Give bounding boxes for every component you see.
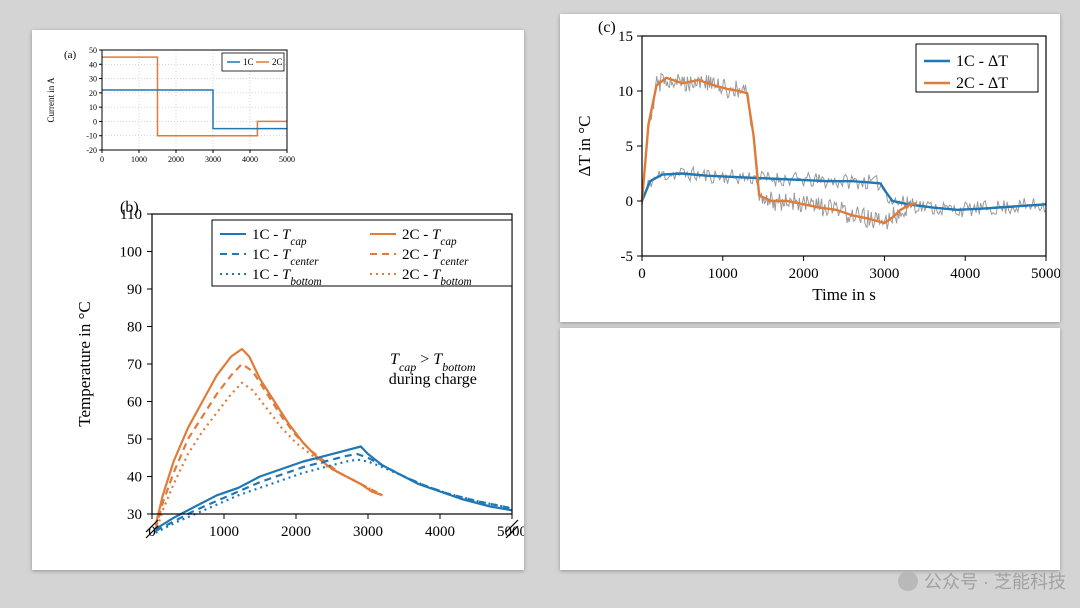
svg-text:5000: 5000 [1031, 266, 1060, 282]
chart-a: 0 1000 2000 3000 4000 5000 -20 -10 0 10 20 30 40 50 (a… [32, 30, 524, 200]
svg-text:-5: -5 [621, 249, 634, 265]
svg-text:0: 0 [100, 155, 104, 164]
svg-text:2000: 2000 [789, 266, 819, 282]
svg-text:-20: -20 [86, 146, 97, 155]
svg-text:(c): (c) [598, 19, 616, 36]
svg-text:4000: 4000 [950, 266, 980, 282]
svg-text:3000: 3000 [869, 266, 899, 282]
watermark: 公众号 · 芝能科技 [898, 568, 1066, 594]
svg-text:ΔT in °C: ΔT in °C [575, 116, 594, 177]
svg-text:90: 90 [127, 282, 142, 298]
svg-text:10: 10 [618, 84, 633, 100]
svg-text:4000: 4000 [242, 155, 258, 164]
svg-text:4000: 4000 [425, 524, 455, 540]
svg-text:70: 70 [127, 357, 142, 373]
svg-text:50: 50 [89, 46, 97, 55]
svg-text:100: 100 [120, 245, 143, 261]
svg-text:0: 0 [638, 266, 646, 282]
svg-text:80: 80 [127, 320, 142, 336]
svg-text:3000: 3000 [353, 524, 383, 540]
svg-text:2C: 2C [272, 57, 283, 67]
svg-text:-10: -10 [86, 132, 97, 141]
right-panel-bottom [560, 328, 1060, 570]
svg-text:30: 30 [127, 507, 142, 523]
chart-b: 0100020003000400050003040506070809010011… [32, 192, 524, 570]
svg-text:0: 0 [93, 117, 97, 126]
svg-text:1C - ΔT: 1C - ΔT [956, 53, 1008, 70]
svg-text:5000: 5000 [497, 524, 524, 540]
right-panel-top: 010002000300040005000-5051015Time in sΔT… [560, 14, 1060, 322]
svg-text:30: 30 [89, 75, 97, 84]
svg-text:15: 15 [618, 29, 633, 45]
svg-text:2000: 2000 [168, 155, 184, 164]
svg-text:5: 5 [626, 139, 634, 155]
svg-text:3000: 3000 [205, 155, 221, 164]
svg-text:40: 40 [127, 470, 142, 486]
chart-c: 010002000300040005000-5051015Time in sΔT… [560, 14, 1060, 322]
svg-text:50: 50 [127, 432, 142, 448]
svg-text:60: 60 [127, 395, 142, 411]
svg-text:2000: 2000 [281, 524, 311, 540]
wechat-icon [898, 571, 918, 591]
svg-text:20: 20 [89, 89, 97, 98]
left-panel: 0 1000 2000 3000 4000 5000 -20 -10 0 10 20 30 40 50 (a… [32, 30, 524, 570]
svg-text:0: 0 [626, 194, 634, 210]
svg-text:5000: 5000 [279, 155, 295, 164]
watermark-text: 公众号 · 芝能科技 [924, 568, 1066, 594]
svg-text:1000: 1000 [131, 155, 147, 164]
svg-text:Temperature in °C: Temperature in °C [75, 301, 94, 427]
svg-text:1000: 1000 [209, 524, 239, 540]
svg-text:(b): (b) [120, 199, 139, 216]
svg-text:during charge: during charge [389, 371, 477, 388]
svg-text:1C: 1C [243, 57, 254, 67]
page-root: 010002000300040005000-20-1001020304050(a… [0, 0, 1080, 608]
svg-text:1000: 1000 [708, 266, 738, 282]
svg-text:Current in A: Current in A [46, 77, 56, 122]
svg-text:10: 10 [89, 103, 97, 112]
svg-text:(a): (a) [64, 49, 77, 61]
svg-text:2C - ΔT: 2C - ΔT [956, 75, 1008, 92]
svg-text:Time in s: Time in s [812, 285, 876, 304]
svg-text:40: 40 [89, 60, 97, 69]
